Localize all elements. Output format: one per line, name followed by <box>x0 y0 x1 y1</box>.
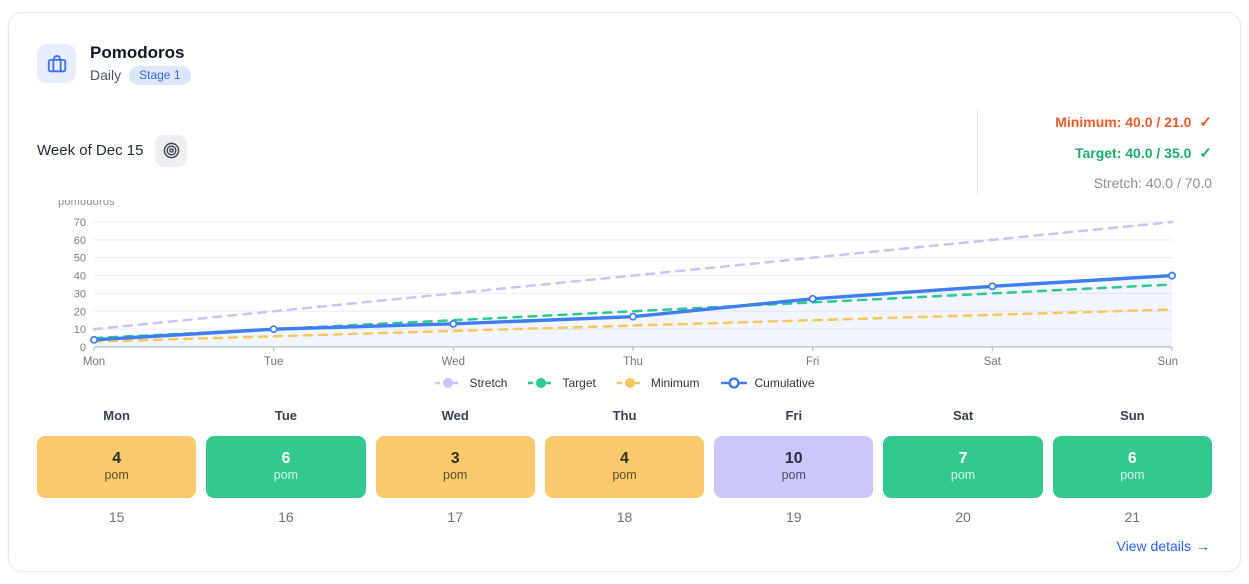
day-date: 18 <box>616 508 633 525</box>
stage-badge: Stage 1 <box>129 65 191 85</box>
legend-item-minimum[interactable]: Minimum <box>616 376 700 390</box>
day-date: 20 <box>955 508 971 525</box>
goal-minimum-label: Minimum: 40.0 / 21.0 <box>1055 113 1192 130</box>
svg-text:Thu: Thu <box>623 356 643 368</box>
target-button[interactable] <box>155 134 188 167</box>
day-date: 19 <box>785 508 802 525</box>
habit-card: Pomodoros Daily Stage 1 Week of Dec 15 M… <box>8 12 1241 572</box>
page-title: Pomodoros <box>90 43 185 62</box>
day-name: Mon <box>103 407 130 423</box>
weekly-progress-chart: 0 10 20 30 40 50 60 70 Mon Tue Wed Thu Fri Sat Sun <box>74 217 1178 368</box>
day-results-grid: Mon 4 pom 15 Tue 6 pom 16 Wed 3 pom 17 Thu 4 pom 18 Fri 1… <box>37 408 1212 525</box>
day-name: Fri <box>785 407 803 423</box>
goal-target: Target: 40.0 / 35.0 ✓ <box>1004 144 1212 162</box>
day-column-wed: Wed 3 pom 17 <box>375 407 535 525</box>
day-name: Tue <box>274 407 297 423</box>
arrow-right-icon: → <box>1196 537 1210 554</box>
card-header: Pomodoros Daily Stage 1 <box>37 43 1212 85</box>
frequency-label: Daily <box>90 67 122 84</box>
day-result-card[interactable]: 3 pom <box>375 435 535 498</box>
legend-item-target[interactable]: Target <box>527 375 596 390</box>
day-unit: pom <box>273 468 299 483</box>
day-value: 10 <box>784 449 803 467</box>
legend-label: Minimum <box>650 375 700 390</box>
day-column-tue: Tue 6 pom 16 <box>206 407 366 525</box>
check-icon: ✓ <box>1199 113 1212 131</box>
svg-text:60: 60 <box>74 234 86 246</box>
check-icon: ✓ <box>1199 144 1212 162</box>
day-date: 16 <box>278 508 294 525</box>
legend-marker-icon <box>528 377 555 388</box>
goal-minimum: Minimum: 40.0 / 21.0 ✓ <box>1004 113 1212 131</box>
goal-stretch: Stretch: 40.0 / 70.0 <box>1004 175 1212 191</box>
card-footer: View details → <box>37 538 1212 554</box>
day-result-card[interactable]: 6 pom <box>206 435 366 498</box>
briefcase-icon <box>37 44 76 84</box>
day-date: 15 <box>108 508 125 525</box>
day-value: 6 <box>1127 449 1137 467</box>
day-column-sat: Sat 7 pom 20 <box>883 407 1043 525</box>
svg-text:0: 0 <box>80 342 86 354</box>
day-name: Sat <box>952 407 974 423</box>
legend-item-cumulative[interactable]: Cumulative <box>720 376 815 390</box>
svg-text:Fri: Fri <box>806 356 819 368</box>
svg-text:Tue: Tue <box>264 356 283 368</box>
legend-marker-icon <box>616 377 643 388</box>
day-name: Sun <box>1120 407 1145 423</box>
day-result-card[interactable]: 4 pom <box>37 435 197 498</box>
day-date: 17 <box>447 508 463 525</box>
goal-target-label: Target: 40.0 / 35.0 <box>1074 144 1192 161</box>
day-column-thu: Thu 4 pom 18 <box>544 407 705 525</box>
day-value: 6 <box>281 449 291 467</box>
day-result-card[interactable]: 6 pom <box>1052 435 1212 498</box>
svg-text:70: 70 <box>74 217 86 229</box>
legend-marker-icon <box>720 376 747 389</box>
day-name: Thu <box>612 407 637 423</box>
week-label: Week of Dec 15 <box>37 142 144 160</box>
day-column-fri: Fri 10 pom 19 <box>714 407 874 525</box>
view-details-link[interactable]: View details → <box>1116 537 1210 554</box>
y-axis-title: pomodoros <box>58 199 115 208</box>
week-goals-row: Week of Dec 15 Minimum: 40.0 / 21.0 ✓ Targ… <box>37 108 1212 195</box>
day-column-mon: Mon 4 pom 15 <box>37 407 197 525</box>
day-result-card[interactable]: 10 pom <box>714 435 874 498</box>
day-value: 4 <box>112 449 122 467</box>
day-unit: pom <box>104 468 129 483</box>
svg-text:50: 50 <box>74 252 86 264</box>
target-icon <box>163 142 180 159</box>
legend-label: Stretch <box>469 375 508 390</box>
day-unit: pom <box>612 468 637 483</box>
day-name: Wed <box>441 407 469 423</box>
svg-text:Sun: Sun <box>1158 356 1178 368</box>
svg-text:30: 30 <box>74 288 86 300</box>
legend-marker-icon <box>435 377 462 388</box>
day-value: 7 <box>958 449 968 467</box>
legend-label: Target <box>562 375 596 390</box>
day-unit: pom <box>443 468 468 483</box>
day-unit: pom <box>781 468 806 483</box>
goal-stretch-label: Stretch: 40.0 / 70.0 <box>1093 174 1212 191</box>
svg-text:Sat: Sat <box>984 356 1002 368</box>
svg-text:Mon: Mon <box>83 356 105 368</box>
header-text: Pomodoros Daily Stage 1 <box>90 43 191 85</box>
day-result-card[interactable]: 7 pom <box>883 435 1043 498</box>
day-result-card[interactable]: 4 pom <box>544 435 705 498</box>
chart-section: pomodoros 0 10 20 30 40 50 60 70 Mon Tue Wed Thu Fri… <box>37 200 1212 390</box>
day-column-sun: Sun 6 pom 21 <box>1052 407 1212 525</box>
svg-text:10: 10 <box>74 324 86 336</box>
day-value: 4 <box>620 449 629 467</box>
svg-text:40: 40 <box>74 270 86 282</box>
day-unit: pom <box>950 468 976 483</box>
week-group: Week of Dec 15 <box>37 134 188 167</box>
svg-text:20: 20 <box>74 306 86 318</box>
day-value: 3 <box>450 449 460 467</box>
chart-legend: Stretch Target Minimum Cumulative <box>37 376 1212 390</box>
goal-summary: Minimum: 40.0 / 21.0 ✓ Target: 40.0 / 35.0… <box>977 108 1212 195</box>
legend-item-stretch[interactable]: Stretch <box>434 376 507 390</box>
legend-label: Cumulative <box>754 375 815 390</box>
day-date: 21 <box>1124 508 1141 525</box>
svg-text:Wed: Wed <box>442 356 465 368</box>
day-unit: pom <box>1120 468 1145 483</box>
